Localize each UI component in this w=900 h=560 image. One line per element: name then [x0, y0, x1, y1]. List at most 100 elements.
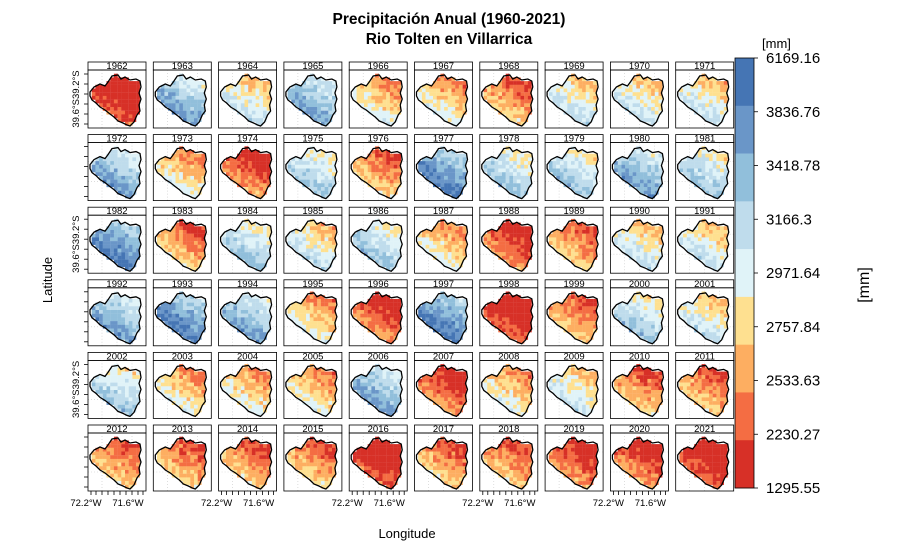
panel-frame [348, 142, 408, 202]
raster-cell [548, 92, 553, 97]
raster-cell [386, 321, 391, 325]
raster-cell [462, 107, 467, 111]
raster-cell [651, 187, 655, 191]
raster-cell [298, 84, 303, 89]
precip-raster [483, 218, 532, 271]
raster-cell [179, 324, 184, 329]
raster-cell [248, 150, 253, 154]
raster-cell [320, 252, 325, 257]
raster-cell [117, 175, 122, 180]
raster-cell [386, 81, 391, 85]
raster-cell [324, 121, 329, 126]
raster-cell [179, 237, 184, 242]
raster-cell [324, 328, 329, 333]
raster-cell [697, 244, 702, 249]
raster-cell [505, 252, 510, 257]
raster-cell [589, 164, 594, 169]
raster-cell [686, 88, 691, 93]
raster-cell [429, 107, 434, 111]
raster-cell [589, 114, 594, 119]
raster-cell [716, 187, 721, 191]
raster-cell [298, 233, 303, 238]
raster-cell [621, 164, 626, 169]
raster-cell [266, 172, 271, 177]
panel-year-label: 1978 [498, 134, 519, 145]
raster-cell [386, 241, 391, 245]
raster-cell [251, 88, 256, 93]
raster-cell [567, 252, 572, 257]
raster-cell [524, 298, 529, 303]
raster-cell [571, 187, 575, 191]
raster-cell [248, 252, 253, 257]
raster-cell [255, 150, 260, 154]
raster-cell [582, 332, 586, 337]
raster-cell [440, 84, 445, 89]
raster-cell [527, 88, 532, 93]
raster-cell [171, 317, 176, 322]
raster-cell [248, 157, 253, 162]
raster-cell [683, 92, 687, 97]
raster-cell [389, 153, 394, 158]
raster-cell [393, 107, 398, 111]
raster-cell [444, 230, 448, 234]
raster-cell [451, 107, 456, 111]
raster-cell [371, 252, 376, 257]
raster-cell [263, 332, 267, 337]
raster-cell [723, 226, 728, 231]
raster-cell [237, 107, 241, 111]
raster-cell [121, 175, 126, 180]
raster-cell [375, 77, 379, 82]
raster-cell [179, 259, 184, 264]
raster-cell [375, 310, 379, 314]
raster-cell [168, 107, 172, 111]
raster-cell [397, 99, 402, 104]
raster-cell [520, 81, 525, 85]
raster-cell [291, 241, 296, 245]
raster-cell [328, 324, 333, 329]
raster-cell [128, 267, 133, 271]
raster-cell [229, 237, 234, 242]
raster-cell [552, 84, 557, 89]
raster-cell [125, 99, 129, 104]
raster-cell [186, 84, 191, 89]
raster-cell [509, 153, 514, 158]
raster-cell [328, 161, 333, 165]
raster-cell [164, 313, 169, 318]
raster-cell [632, 226, 637, 231]
precip-raster [418, 73, 467, 126]
raster-cell [237, 306, 241, 311]
raster-cell [509, 164, 514, 169]
raster-cell [397, 252, 402, 257]
raster-cell [121, 164, 126, 169]
raster-cell [571, 168, 575, 173]
raster-cell [367, 175, 372, 180]
raster-cell [505, 233, 510, 238]
raster-cell [313, 84, 318, 89]
raster-cell [125, 168, 129, 173]
raster-cell [298, 107, 303, 111]
raster-cell [709, 172, 713, 177]
raster-cell [194, 255, 198, 260]
raster-cell [255, 259, 260, 264]
raster-cell [106, 95, 111, 100]
raster-cell [248, 84, 253, 89]
raster-cell [447, 230, 452, 234]
raster-cell [99, 168, 103, 173]
raster-cell [117, 222, 122, 227]
raster-cell [389, 339, 394, 344]
raster-cell [197, 187, 202, 191]
raster-cell [295, 244, 299, 249]
raster-cell [574, 103, 579, 108]
raster-cell [378, 241, 383, 245]
raster-cell [128, 114, 133, 119]
raster-cell [462, 230, 467, 234]
raster-cell [709, 161, 713, 165]
raster-cell [229, 302, 234, 307]
raster-cell [324, 313, 329, 318]
raster-cell [317, 317, 322, 322]
raster-cell [240, 241, 245, 245]
raster-cell [251, 255, 256, 260]
raster-cell [367, 248, 372, 253]
raster-cell [389, 306, 394, 311]
raster-cell [248, 306, 253, 311]
